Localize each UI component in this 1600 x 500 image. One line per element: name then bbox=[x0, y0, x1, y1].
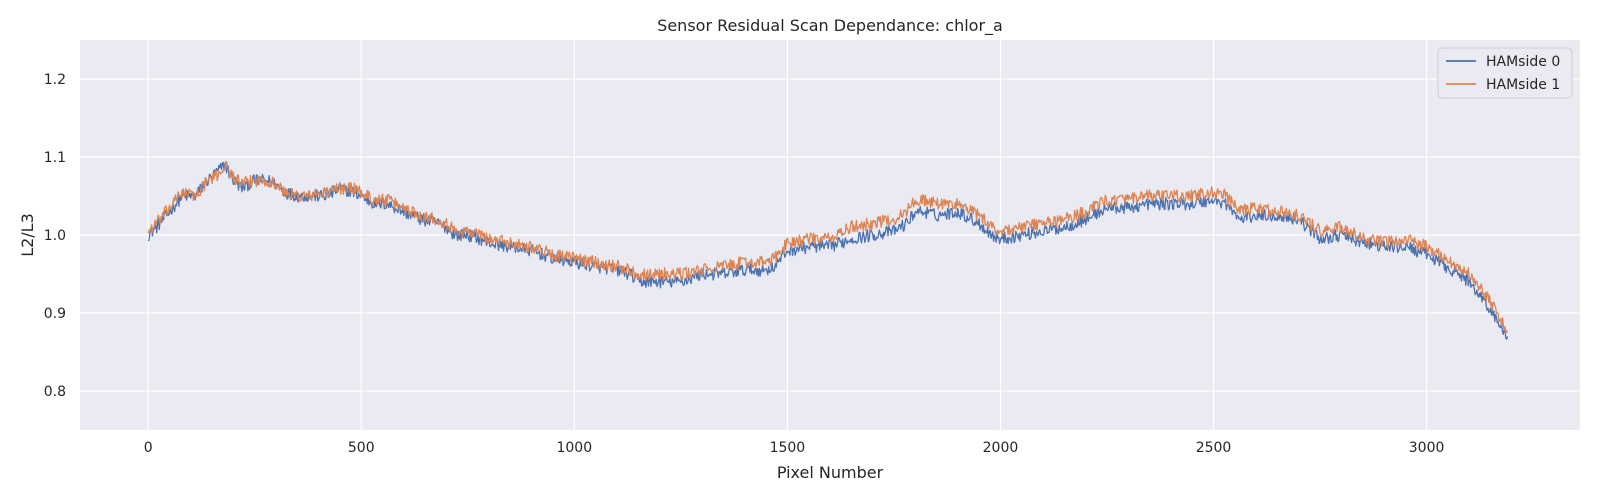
x-tick-label: 500 bbox=[348, 440, 375, 456]
x-tick-label: 1000 bbox=[556, 440, 592, 456]
y-tick-label: 0.9 bbox=[44, 306, 66, 322]
x-tick-labels: 0 500 1000 1500 2000 2500 3000 bbox=[144, 440, 1445, 456]
legend: HAMside 0 HAMside 1 bbox=[1437, 47, 1573, 99]
x-tick-label: 3000 bbox=[1409, 440, 1445, 456]
series-line-hamside-1 bbox=[147, 161, 1509, 334]
y-tick-label: 1.2 bbox=[44, 72, 66, 88]
y-tick-labels: 0.8 0.9 1.0 1.1 1.2 bbox=[44, 72, 66, 400]
x-tick-label: 2000 bbox=[983, 440, 1019, 456]
legend-label-hamside-1: HAMside 1 bbox=[1486, 77, 1560, 93]
legend-label-hamside-0: HAMside 0 bbox=[1486, 54, 1560, 70]
chart-title: Sensor Residual Scan Dependance: chlor_a bbox=[657, 16, 1003, 36]
series-layer bbox=[147, 161, 1509, 340]
y-tick-label: 1.1 bbox=[44, 150, 66, 166]
y-tick-label: 1.0 bbox=[44, 228, 66, 244]
x-tick-label: 1500 bbox=[770, 440, 806, 456]
y-axis-label: L2/L3 bbox=[18, 213, 37, 257]
x-tick-label: 2500 bbox=[1196, 440, 1232, 456]
x-axis-label: Pixel Number bbox=[777, 463, 884, 482]
y-tick-label: 0.8 bbox=[44, 384, 66, 400]
x-tick-label: 0 bbox=[144, 440, 153, 456]
